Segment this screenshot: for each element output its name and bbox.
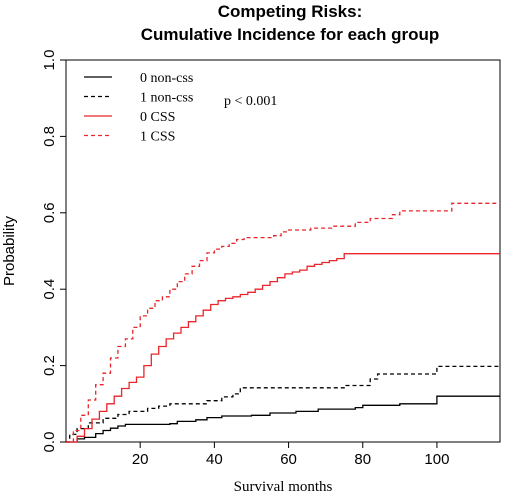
legend-label: 0 CSS (140, 110, 175, 125)
y-tick-label: 0.6 (41, 202, 58, 223)
y-tick-label: 0.2 (41, 355, 58, 376)
y-tick-label: 1.0 (41, 50, 58, 71)
x-tick-label: 40 (206, 451, 223, 468)
chart-title-line2: Cumulative Incidence for each group (141, 25, 440, 44)
series-group (66, 202, 500, 443)
legend-label: 1 non-css (140, 91, 193, 106)
legend-label: 1 CSS (140, 130, 175, 145)
series-line-1-non-css (66, 365, 500, 443)
plot-frame (65, 59, 501, 443)
series-line-1-css (66, 202, 500, 443)
y-axis-label: Probability (1, 215, 18, 286)
plot-frame-group (65, 59, 501, 443)
x-tick-label: 60 (280, 451, 297, 468)
y-tick-label: 0.8 (41, 126, 58, 147)
x-axis-label: Survival months (234, 479, 333, 494)
legend: 0 non-css 1 non-css 0 CSS 1 CSS (84, 71, 193, 145)
y-axis: 0.0 0.2 0.4 0.6 0.8 1.0 (41, 50, 66, 453)
x-tick-label: 20 (132, 451, 149, 468)
legend-label: 0 non-css (140, 71, 193, 86)
chart-title-line1: Competing Risks: (218, 2, 363, 21)
x-axis: 20 40 60 80 100 (132, 442, 449, 468)
x-tick-label: 80 (354, 451, 371, 468)
y-tick-label: 0.4 (41, 279, 58, 300)
series-line-0-css (66, 253, 500, 443)
series-line-0-non-css (66, 395, 500, 443)
chart-title: Competing Risks: Cumulative Incidence fo… (141, 2, 440, 44)
x-tick-label: 100 (424, 451, 449, 468)
p-value-annotation: p < 0.001 (224, 94, 277, 109)
y-tick-label: 0.0 (41, 432, 58, 453)
